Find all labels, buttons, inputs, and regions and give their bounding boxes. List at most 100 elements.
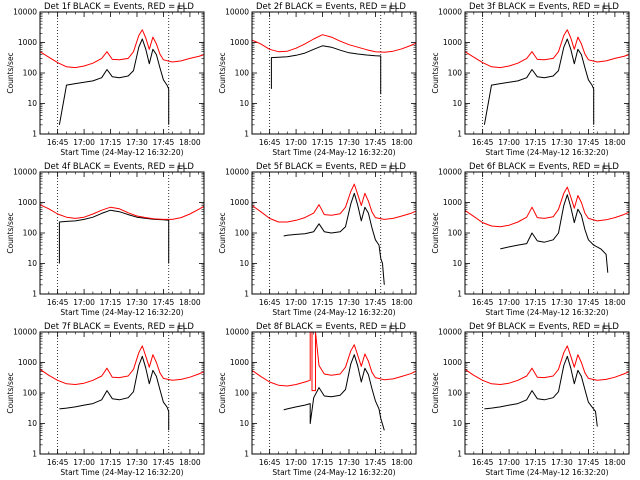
y-tick-label: 1000 <box>443 358 462 367</box>
lld-series-line <box>39 204 205 220</box>
lld-series-line <box>251 34 417 53</box>
chart-panel-6: Det 6f BLACK = Events, RED = LLD 1 10 100 10… <box>431 162 630 317</box>
x-tick-label: 17:45 <box>153 458 175 467</box>
x-tick-label: 17:15 <box>525 138 547 147</box>
events-series-line <box>283 192 385 285</box>
y-tick-label: 100 <box>23 69 38 78</box>
chart-panel-1: Det 1f BLACK = Events, RED = LLD 1 10 100 10… <box>6 2 205 157</box>
x-tick-label: 17:30 <box>338 458 360 467</box>
y-tick-label: 1 <box>457 130 462 139</box>
y-axis-label: Counts/sec <box>218 372 227 413</box>
chart-title: Det 9f BLACK = Events, RED = LLD <box>469 322 619 332</box>
x-tick-label: 18:00 <box>179 458 201 467</box>
x-tick-label: 16:45 <box>472 138 494 147</box>
y-tick-label: 1 <box>244 290 249 299</box>
chart-title: Det 8f BLACK = Events, RED = LLD <box>256 322 406 332</box>
x-tick-label: 17:00 <box>73 458 95 467</box>
chart-panel-4: Det 4f BLACK = Events, RED = LLD 1 10 100 10… <box>6 162 205 317</box>
x-tick-label: 17:30 <box>551 298 573 307</box>
y-tick-label: 100 <box>23 389 38 398</box>
x-axis-label: Start Time (24-May-12 16:32:20) <box>272 308 395 317</box>
chart-title: Det 6f BLACK = Events, RED = LLD <box>469 162 619 172</box>
chart-panel-2: Det 2f BLACK = Events, RED = LLD 1 10 100 10… <box>218 2 417 157</box>
y-tick-label: 1 <box>244 450 249 459</box>
x-tick-label: 17:45 <box>578 458 600 467</box>
x-tick-label: 17:15 <box>100 138 122 147</box>
y-tick-label: 10000 <box>438 168 462 177</box>
events-series-line <box>59 355 170 431</box>
y-tick-label: 100 <box>448 229 463 238</box>
x-tick-label: 18:00 <box>604 138 626 147</box>
lld-series-line <box>251 331 417 392</box>
y-axis-label: Counts/sec <box>218 52 227 93</box>
y-tick-label: 1 <box>32 290 37 299</box>
y-tick-label: 10 <box>239 99 249 108</box>
events-series-line <box>483 38 595 125</box>
x-tick-label: 17:00 <box>498 298 520 307</box>
y-tick-label: 100 <box>235 229 250 238</box>
x-tick-label: 17:45 <box>365 138 387 147</box>
x-tick-label: 17:30 <box>338 298 360 307</box>
plot-frame <box>464 331 630 455</box>
x-axis-label: Start Time (24-May-12 16:32:20) <box>272 468 395 477</box>
x-tick-label: 16:45 <box>472 458 494 467</box>
y-tick-label: 10000 <box>438 328 462 337</box>
x-tick-label: 16:45 <box>259 138 281 147</box>
x-tick-label: 17:15 <box>312 458 334 467</box>
y-axis-label: Counts/sec <box>218 212 227 253</box>
y-tick-label: 1000 <box>18 358 37 367</box>
chart-title: Det 3f BLACK = Events, RED = LLD <box>469 2 619 12</box>
y-tick-label: 10000 <box>225 168 249 177</box>
y-tick-label: 1 <box>32 450 37 459</box>
chart-title: Det 2f BLACK = Events, RED = LLD <box>256 2 406 12</box>
y-tick-label: 1 <box>244 130 249 139</box>
x-tick-label: 17:30 <box>126 298 148 307</box>
x-tick-label: 18:00 <box>604 298 626 307</box>
x-tick-label: 17:00 <box>285 138 307 147</box>
y-tick-label: 10000 <box>13 8 37 17</box>
y-tick-label: 1 <box>457 290 462 299</box>
plot-frame <box>39 331 205 455</box>
chart-panel-5: Det 5f BLACK = Events, RED = LLD 1 10 100 10… <box>218 162 417 317</box>
lld-series-line <box>464 186 630 228</box>
y-tick-label: 10000 <box>13 328 37 337</box>
x-tick-label: 17:15 <box>312 298 334 307</box>
x-tick-label: 17:00 <box>73 138 95 147</box>
chart-title: Det 5f BLACK = Events, RED = LLD <box>256 162 406 172</box>
chart-title: Det 1f BLACK = Events, RED = LLD <box>44 2 194 12</box>
y-tick-label: 1000 <box>18 38 37 47</box>
plot-frame <box>251 11 417 135</box>
events-series-line <box>500 194 609 273</box>
y-axis-label: Counts/sec <box>6 212 15 253</box>
x-tick-label: 17:15 <box>100 298 122 307</box>
y-tick-label: 10 <box>452 99 462 108</box>
lld-series-line <box>39 29 205 69</box>
y-tick-label: 100 <box>448 389 463 398</box>
x-axis-label: Start Time (24-May-12 16:32:20) <box>485 468 608 477</box>
y-tick-label: 10 <box>27 99 37 108</box>
y-tick-label: 1 <box>32 130 37 139</box>
chart-title: Det 4f BLACK = Events, RED = LLD <box>44 162 194 172</box>
plot-frame <box>251 171 417 295</box>
plot-frame <box>39 11 205 135</box>
x-tick-label: 17:30 <box>551 138 573 147</box>
y-tick-label: 10 <box>239 259 249 268</box>
lld-series-line <box>251 183 417 223</box>
x-tick-label: 17:00 <box>73 298 95 307</box>
chart-panel-8: Det 8f BLACK = Events, RED = LLD 1 10 100 10… <box>218 322 417 477</box>
y-axis-label: Counts/sec <box>6 52 15 93</box>
lld-series-line <box>464 345 630 385</box>
chart-panel-3: Det 3f BLACK = Events, RED = LLD 1 10 100 10… <box>431 2 630 157</box>
y-tick-label: 1000 <box>230 198 249 207</box>
y-axis-label: Counts/sec <box>431 52 440 93</box>
x-tick-label: 17:45 <box>578 298 600 307</box>
x-tick-label: 16:45 <box>47 138 69 147</box>
y-tick-label: 100 <box>235 69 250 78</box>
y-tick-label: 1000 <box>230 358 249 367</box>
x-tick-label: 16:45 <box>47 458 69 467</box>
y-tick-label: 100 <box>23 229 38 238</box>
x-tick-label: 17:30 <box>338 138 360 147</box>
x-tick-label: 17:15 <box>525 298 547 307</box>
x-axis-label: Start Time (24-May-12 16:32:20) <box>60 468 183 477</box>
